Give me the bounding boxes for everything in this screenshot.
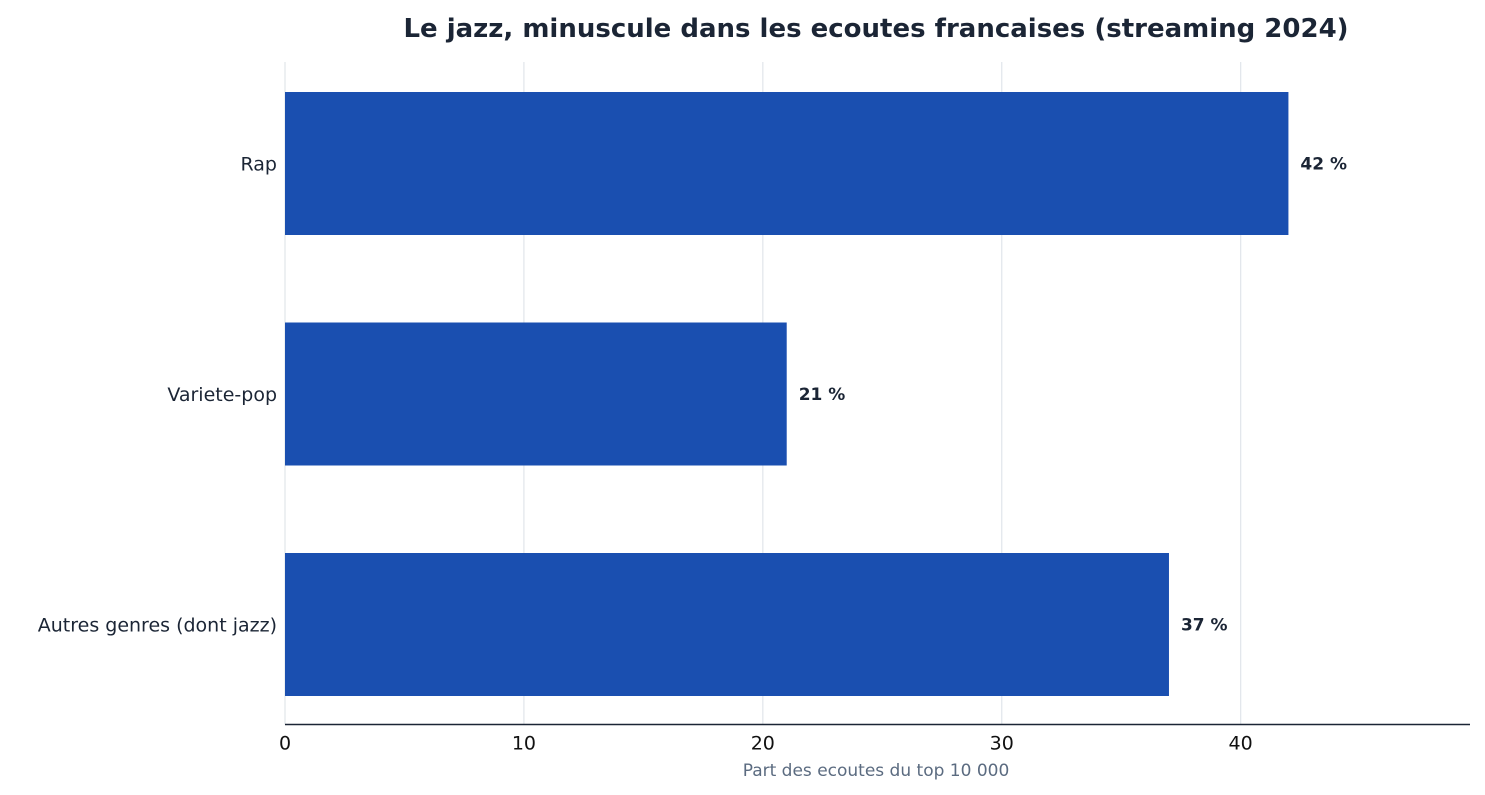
category-labels: Rap Variete-pop Autres genres (dont jazz) [38,154,277,637]
bar-value-label: 21 % [799,385,846,405]
x-tick-label: 0 [279,733,291,755]
chart-title: Le jazz, minuscule dans les ecoutes fran… [403,14,1348,44]
x-tick-label: 30 [990,733,1014,755]
bar [285,322,787,466]
bars [285,92,1289,696]
x-tick-labels: 0 10 20 30 40 [279,733,1253,755]
x-axis-title: Part des ecoutes du top 10 000 [743,761,1010,781]
category-label: Autres genres (dont jazz) [38,615,277,637]
category-label: Rap [241,154,278,176]
bar [285,553,1169,696]
category-label: Variete-pop [167,384,277,406]
bar-value-label: 37 % [1181,616,1228,636]
x-tick-label: 20 [751,733,775,755]
bar-value-label: 42 % [1300,155,1347,175]
x-tick-label: 10 [512,733,536,755]
value-labels: 42 % 21 % 37 % [799,155,1347,636]
bar [285,92,1289,235]
x-tick-label: 40 [1229,733,1253,755]
